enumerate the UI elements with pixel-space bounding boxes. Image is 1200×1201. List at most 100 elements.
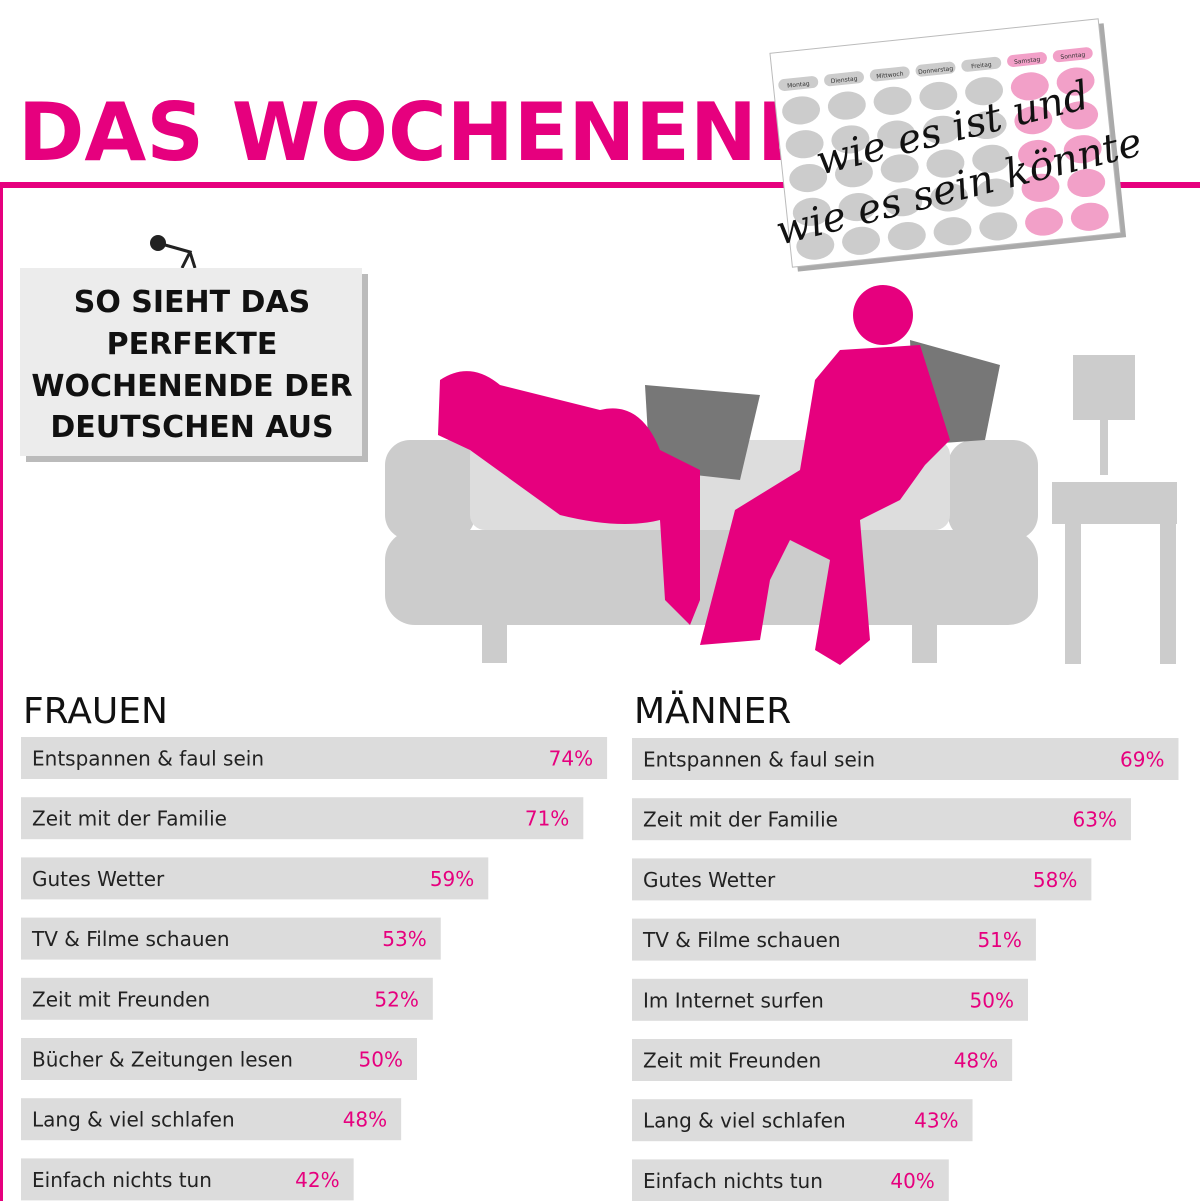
calendar-cell [827,91,866,120]
calendar-cell [785,130,824,159]
category-label: Entspannen & faul sein [643,748,875,772]
category-label: Gutes Wetter [643,868,776,892]
calendar-day-pill [1052,47,1093,63]
calendar-cell [926,149,965,178]
calendar-cell [838,192,877,222]
category-label: Einfach nichts tun [32,1168,212,1192]
calendar-day-pill [824,71,864,87]
category-label: TV & Filme schauen [31,927,230,951]
value-label: 50% [970,988,1014,1012]
value-label: 42% [295,1168,339,1192]
calendar-cell [965,77,1004,106]
calendar-day-pill [915,61,956,77]
calendar-cell [933,217,972,246]
couch-scene [385,285,1177,665]
category-label: Bücher & Zeitungen lesen [32,1048,293,1072]
bar [632,978,1028,1021]
chart-title: MÄNNER [634,690,791,732]
value-label: 50% [359,1048,403,1072]
sign-line: SO SIEHT DAS [74,285,311,320]
bar [21,1098,402,1141]
lamp-shade [1073,355,1135,420]
calendar-cell [1010,72,1049,101]
calendar-cell [922,115,961,144]
calendar-cell [968,110,1007,140]
calendar-cell [782,96,821,125]
category-label: Entspannen & faul sein [32,747,264,771]
cushion [645,385,760,480]
category-label: Einfach nichts tun [643,1169,823,1193]
side-table-leg [1065,524,1081,664]
calendar-cell [873,86,912,115]
calendar-day-pill [1007,52,1047,67]
title: DAS WOCHENENDE [18,86,878,179]
category-label: Lang & viel schlafen [32,1108,235,1132]
value-label: 74% [549,747,593,771]
calendar-cell [1060,101,1099,130]
bar [632,918,1036,961]
pin-stand [157,241,197,269]
couch-arm [948,440,1038,540]
calendar-cell [1021,173,1060,202]
calendar-cell [930,183,968,212]
calendar-cell [880,154,919,183]
value-label: 69% [1120,748,1164,772]
calendar-day-pill [961,56,1002,72]
value-label: 52% [374,987,418,1011]
calendar-cell [1056,67,1095,96]
calendar-cell [975,178,1014,207]
bar [632,1099,973,1142]
category-label: Im Internet surfen [643,988,824,1012]
value-label: 53% [382,927,426,951]
category-label: Zeit mit der Familie [32,807,227,831]
calendar-day: Freitag [971,61,992,70]
calendar-cell [789,163,828,193]
calendar-cell [1025,207,1063,236]
calendar-day: Mittwoch [876,71,904,81]
calendar-cell [979,212,1018,241]
category-label: TV & Filme schauen [642,928,841,952]
bar [21,737,608,779]
calendar-cell [1067,168,1106,198]
calendar-cell [1070,202,1109,231]
calendar-cell [831,125,870,154]
side-table [1052,482,1177,524]
calendar-cell [1063,135,1102,164]
bar [21,917,441,960]
calendar-day: Montag [787,80,810,89]
calendar-cell [834,159,873,188]
man-head [853,285,913,345]
category-label: Gutes Wetter [32,867,165,891]
couch-leg [912,625,937,663]
bar [632,1039,1013,1081]
value-label: 51% [977,928,1021,952]
calendar-day: Samstag [1014,56,1041,66]
couch-leg [482,625,507,663]
calendar-cell [1014,106,1053,135]
lamp-stand [1100,420,1108,475]
couch-seat [385,530,1038,625]
value-label: 48% [343,1108,387,1132]
calendar-cell [887,221,926,251]
value-label: 58% [1033,868,1077,892]
calendar-cell [877,120,916,149]
calendar-day: Donnerstag [918,65,954,76]
calendar-cell [884,188,923,217]
calendar-cell [796,231,835,260]
value-label: 59% [430,867,474,891]
man-silhouette [700,345,950,665]
couch-arm [385,440,475,540]
bar [21,857,489,900]
calendar-cell [1017,139,1056,169]
value-label: 71% [525,807,569,831]
category-label: Zeit mit Freunden [32,987,210,1011]
calendar-day: Sonntag [1060,51,1086,61]
calendar: Montag Dienstag Mittwoch Donnerstag Freitag S… [769,18,1127,272]
calendar-day-pill [869,66,910,82]
side-table-leg [1160,524,1176,664]
bar [632,798,1131,841]
calendar-cell [792,197,831,226]
calendar-day-pill [778,76,819,92]
